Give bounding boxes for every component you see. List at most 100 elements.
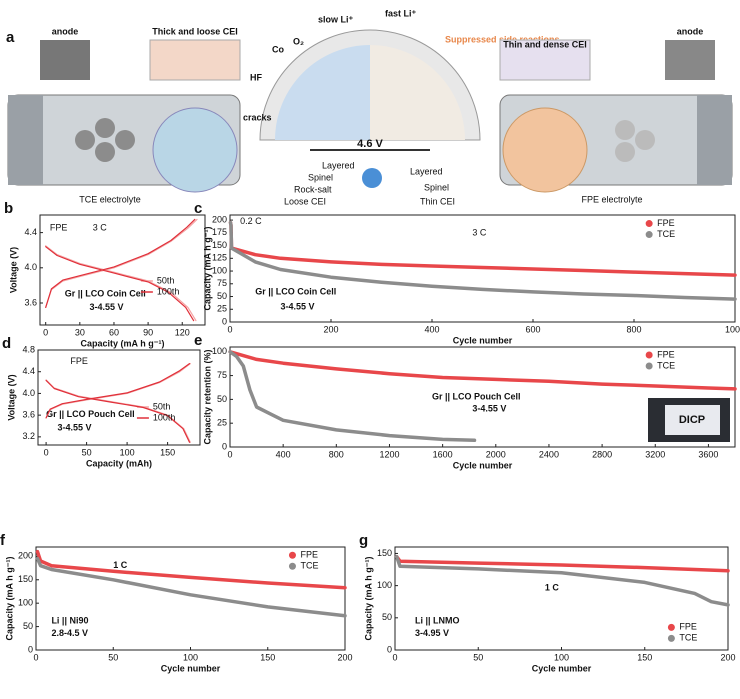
tce-layers: [275, 45, 370, 140]
label: O₂: [293, 36, 304, 46]
particle: [95, 142, 115, 162]
y-tick-label: 75: [217, 278, 227, 288]
plot-frame: [229, 346, 736, 448]
legend-label: TCE: [657, 229, 675, 239]
annotation: Gr || LCO Coin Cell: [65, 289, 146, 299]
label: Thin and dense CEI: [503, 39, 587, 49]
x-tick-label: 150: [637, 652, 652, 662]
annotation: FPE: [70, 356, 88, 366]
x-tick-label: 2000: [486, 449, 506, 459]
particle: [615, 142, 635, 162]
chart-c: c020040060080010000255075100125150175200…: [194, 200, 740, 345]
plot-frame: [229, 214, 736, 323]
label: 4.6 V: [357, 138, 383, 150]
annotation: 3 C: [472, 228, 487, 238]
label: Loose CEI: [284, 196, 326, 206]
x-tick-label: 60: [109, 327, 119, 337]
annotation: 3-4.55 V: [57, 422, 91, 432]
x-tick-label: 120: [175, 327, 190, 337]
y-tick-label: 150: [18, 574, 33, 584]
x-tick-label: 0: [392, 652, 397, 662]
annotation: 3-4.55 V: [472, 403, 506, 413]
legend-label: 50th: [153, 401, 171, 411]
x-tick-label: 2800: [592, 449, 612, 459]
panel-letter: b: [4, 200, 13, 217]
y-axis-label: Voltage (V): [6, 374, 16, 420]
panel-letter: e: [194, 332, 202, 349]
x-tick-label: 100: [183, 652, 198, 662]
y-tick-label: 150: [212, 240, 227, 250]
legend-label: TCE: [300, 561, 318, 571]
x-tick-label: 0: [227, 449, 232, 459]
annotation: 3-4.55 V: [281, 301, 315, 311]
y-tick-label: 4.0: [24, 262, 37, 272]
y-axis-label: Voltage (V): [8, 247, 18, 293]
particle-zoom: [502, 107, 588, 193]
y-tick-label: 0: [387, 644, 392, 654]
x-tick-label: 200: [720, 652, 735, 662]
y-tick-label: 200: [18, 551, 33, 561]
panel-letter: f: [0, 532, 6, 549]
panel-letter: c: [194, 200, 202, 217]
x-tick-label: 0: [44, 447, 49, 457]
x-axis-label: Cycle number: [532, 663, 592, 673]
label: Spinel: [308, 172, 333, 182]
x-tick-label: 100: [120, 447, 135, 457]
y-axis-label: Capacity (mA h g⁻¹): [4, 557, 14, 641]
inset-text: DICP: [679, 414, 705, 426]
x-tick-label: 400: [276, 449, 291, 459]
particle: [115, 130, 135, 150]
x-tick-label: 200: [323, 324, 338, 334]
x-tick-label: 3600: [698, 449, 718, 459]
y-tick-label: 125: [212, 253, 227, 263]
particle: [95, 118, 115, 138]
legend-label: 100th: [157, 286, 180, 296]
y-axis-label: Capacity (mA h g⁻¹): [202, 227, 212, 311]
x-tick-label: 150: [160, 447, 175, 457]
chart-e: e 0 400 800 1200 1600 2000 2400 2800 3200 3600 0 25 5…: [194, 332, 737, 470]
x-tick-label: 400: [424, 324, 439, 334]
series-line: [45, 218, 196, 322]
legend-marker: [288, 551, 296, 559]
x-axis-label: Capacity (mAh): [86, 458, 152, 468]
label: HF: [250, 72, 262, 82]
pouch-label: [665, 405, 720, 435]
legend-label: FPE: [657, 218, 675, 228]
y-tick-label: 100: [18, 598, 33, 608]
panel-letter: g: [359, 532, 368, 549]
label: Thin CEI: [420, 196, 455, 206]
x-tick-label: 0: [227, 324, 232, 334]
annotation: Gr || LCO Coin Cell: [255, 286, 336, 296]
x-tick-label: 50: [82, 447, 92, 457]
legend-marker: [645, 220, 653, 228]
y-tick-label: 50: [23, 621, 33, 631]
legend-label: TCE: [657, 360, 675, 370]
y-axis-label: Capacity (mA h g⁻¹): [363, 557, 373, 641]
series-line: [35, 549, 347, 590]
x-axis-label: Cycle number: [453, 460, 513, 470]
anode-stack: [8, 95, 43, 185]
label: anode: [677, 26, 704, 36]
annotation: FPE: [50, 223, 68, 233]
label: Spinel: [424, 182, 449, 192]
x-tick-label: 600: [525, 324, 540, 334]
y-tick-label: 100: [212, 346, 227, 356]
legend-marker: [645, 362, 653, 370]
series-line: [394, 554, 730, 607]
legend-marker: [288, 562, 296, 570]
series-line: [228, 350, 477, 443]
y-tick-label: 4.4: [22, 366, 35, 376]
legend-marker: [645, 231, 653, 239]
label: Co: [272, 44, 284, 54]
label: Layered: [322, 160, 355, 170]
series-line: [228, 220, 737, 301]
annotation: Gr || LCO Pouch Cell: [46, 409, 135, 419]
legend-label: FPE: [300, 550, 318, 560]
inset-photo: DICP: [648, 398, 730, 442]
panel-letter: d: [2, 335, 11, 352]
label: Suppressed side reactions: [445, 34, 560, 44]
legend-marker: [645, 351, 653, 359]
legend-marker: [667, 623, 675, 631]
series-line: [45, 363, 191, 443]
fpe-layers: [370, 45, 465, 140]
